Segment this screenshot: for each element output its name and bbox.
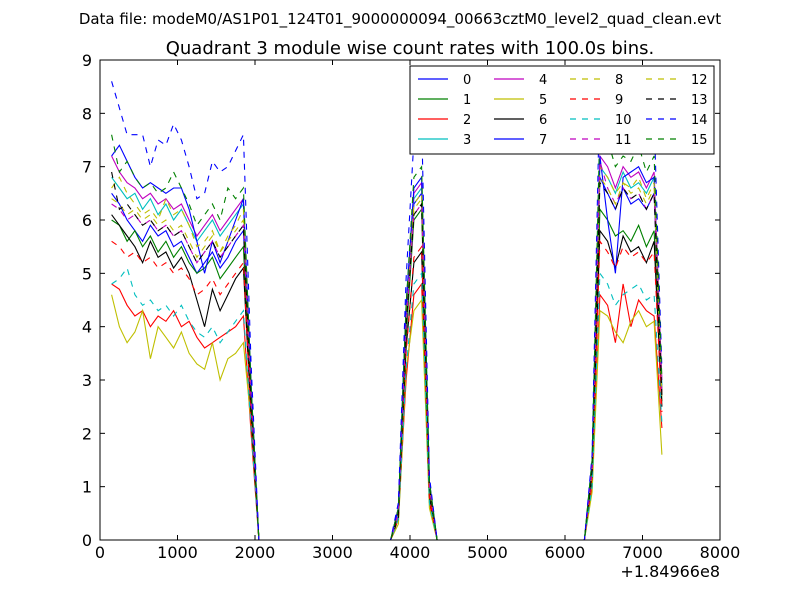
y-tick-label: 5 bbox=[82, 264, 92, 283]
y-tick-label: 3 bbox=[82, 371, 92, 390]
x-tick-label: 8000 bbox=[700, 543, 741, 562]
legend-label-6: 6 bbox=[539, 113, 547, 128]
x-tick-label: 5000 bbox=[467, 543, 508, 562]
x-tick-label: 6000 bbox=[545, 543, 586, 562]
legend-box bbox=[409, 65, 715, 155]
y-tick-label: 9 bbox=[82, 51, 92, 70]
legend-label-5: 5 bbox=[539, 93, 547, 108]
x-tick-label: 3000 bbox=[312, 543, 353, 562]
x-tick-label: 2000 bbox=[235, 543, 276, 562]
y-tick-label: 4 bbox=[82, 318, 92, 337]
legend-label-10: 10 bbox=[615, 113, 632, 128]
x-tick-label: 7000 bbox=[622, 543, 663, 562]
plot-frame bbox=[99, 59, 721, 541]
x-tick-label: 1000 bbox=[157, 543, 198, 562]
legend-label-7: 7 bbox=[539, 133, 547, 148]
y-tick-label: 0 bbox=[82, 531, 92, 550]
legend-label-13: 13 bbox=[691, 93, 708, 108]
x-tick-label: 0 bbox=[95, 543, 105, 562]
chart-title: Quadrant 3 module wise count rates with … bbox=[166, 38, 655, 59]
legend-label-11: 11 bbox=[615, 133, 632, 148]
legend-label-14: 14 bbox=[691, 113, 708, 128]
x-tick-label: 4000 bbox=[390, 543, 431, 562]
y-tick-label: 6 bbox=[82, 211, 92, 230]
legend-label-15: 15 bbox=[691, 133, 708, 148]
legend-label-9: 9 bbox=[615, 93, 623, 108]
legend-label-2: 2 bbox=[463, 113, 471, 128]
legend-label-1: 1 bbox=[463, 93, 471, 108]
legend-label-12: 12 bbox=[691, 73, 708, 88]
y-tick-labels: 0 1 2 3 4 5 6 7 8 9 bbox=[82, 51, 92, 550]
y-tick-label: 8 bbox=[82, 104, 92, 123]
legend-label-4: 4 bbox=[539, 73, 547, 88]
y-tick-label: 7 bbox=[82, 158, 92, 177]
chart-suptitle: Data file: modeM0/AS1P01_124T01_90000000… bbox=[79, 10, 721, 29]
x-offset-label: +1.84966e8 bbox=[620, 562, 720, 581]
legend-label-3: 3 bbox=[463, 133, 471, 148]
y-tick-label: 2 bbox=[82, 424, 92, 443]
legend-label-8: 8 bbox=[615, 73, 623, 88]
x-tick-labels: 0 1000 2000 3000 4000 5000 6000 7000 8000 bbox=[95, 543, 740, 562]
legend-label-0: 0 bbox=[463, 73, 471, 88]
y-tick-label: 1 bbox=[82, 478, 92, 497]
